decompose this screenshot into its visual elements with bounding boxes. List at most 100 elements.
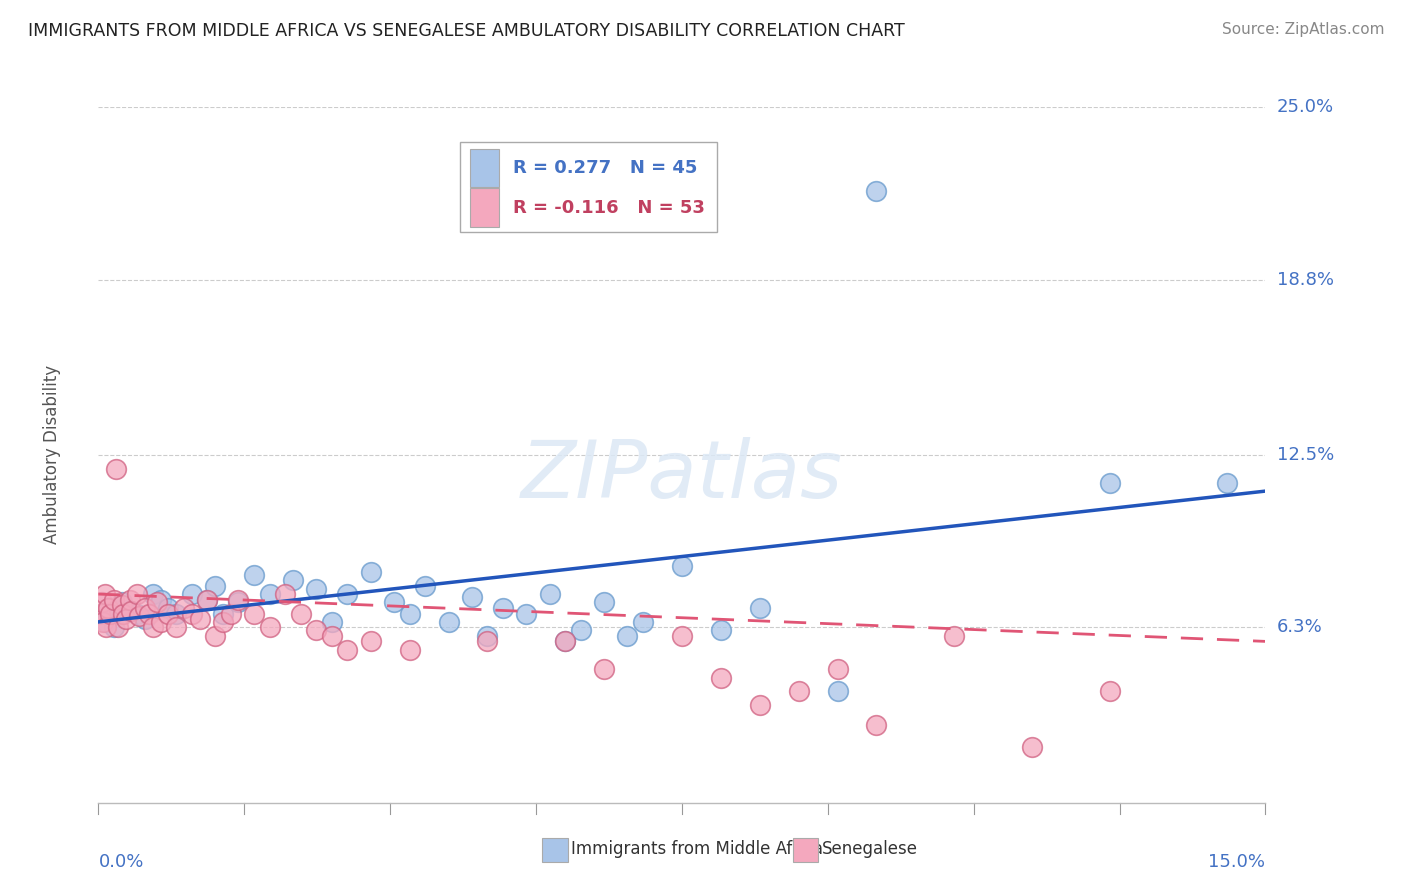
Point [90, 595, 112, 609]
Text: Source: ZipAtlas.com: Source: ZipAtlas.com [1222, 22, 1385, 37]
Point [111, 595, 134, 609]
Text: Senegalese: Senegalese [823, 840, 918, 858]
Text: 18.8%: 18.8% [1277, 270, 1333, 289]
Point [89, 607, 111, 621]
Point [114, 612, 136, 626]
Point [173, 601, 195, 615]
Point [259, 587, 281, 601]
Point [671, 559, 693, 574]
Point [180, 587, 202, 601]
Point [1098, 475, 1121, 490]
Point [96, 620, 118, 634]
Point [142, 587, 165, 601]
FancyBboxPatch shape [793, 838, 818, 862]
Point [281, 573, 304, 587]
Point [96, 615, 118, 629]
Point [554, 634, 576, 648]
Point [616, 629, 638, 643]
Text: 15.0%: 15.0% [1208, 853, 1265, 871]
Text: 12.5%: 12.5% [1277, 446, 1334, 464]
Point [360, 565, 382, 579]
Point [188, 612, 211, 626]
Point [710, 624, 733, 638]
Point [243, 607, 266, 621]
Point [671, 629, 693, 643]
Text: R = 0.277   N = 45: R = 0.277 N = 45 [513, 159, 697, 177]
Point [142, 620, 165, 634]
Point [120, 604, 142, 618]
FancyBboxPatch shape [470, 149, 499, 187]
Point [398, 607, 420, 621]
Point [1021, 740, 1043, 755]
Point [554, 634, 576, 648]
Point [515, 607, 537, 621]
Point [134, 612, 156, 626]
Point [195, 592, 218, 607]
Point [118, 592, 141, 607]
Point [943, 629, 966, 643]
Point [212, 615, 235, 629]
Point [97, 601, 120, 615]
Point [593, 662, 616, 676]
Point [492, 601, 515, 615]
Point [827, 684, 849, 698]
Text: 25.0%: 25.0% [1277, 98, 1334, 116]
Point [165, 607, 187, 621]
FancyBboxPatch shape [470, 188, 499, 227]
Point [336, 587, 359, 601]
Point [321, 615, 343, 629]
Point [204, 579, 226, 593]
FancyBboxPatch shape [541, 838, 568, 862]
Point [98, 601, 121, 615]
Point [748, 698, 770, 713]
Point [127, 607, 149, 621]
Text: R = -0.116   N = 53: R = -0.116 N = 53 [513, 199, 704, 217]
Point [243, 567, 266, 582]
Point [305, 624, 328, 638]
Point [165, 620, 187, 634]
Point [180, 607, 202, 621]
Point [128, 609, 150, 624]
Text: 0.0%: 0.0% [98, 853, 143, 871]
Point [104, 462, 127, 476]
Point [1215, 475, 1237, 490]
Point [118, 604, 141, 618]
Point [219, 607, 242, 621]
Point [149, 615, 172, 629]
Point [112, 607, 135, 621]
Point [149, 592, 172, 607]
Point [787, 684, 810, 698]
Point [538, 587, 561, 601]
Point [228, 595, 250, 609]
Point [111, 598, 134, 612]
Point [1098, 684, 1121, 698]
Point [569, 624, 592, 638]
Point [321, 629, 343, 643]
Text: ZIPatlas: ZIPatlas [520, 437, 844, 515]
Point [305, 582, 328, 596]
Point [91, 615, 114, 629]
Text: Ambulatory Disability: Ambulatory Disability [42, 366, 60, 544]
Point [710, 671, 733, 685]
FancyBboxPatch shape [460, 142, 717, 232]
Point [107, 620, 129, 634]
Point [259, 620, 281, 634]
Text: Immigrants from Middle Africa: Immigrants from Middle Africa [571, 840, 823, 858]
Point [477, 634, 499, 648]
Point [157, 601, 180, 615]
Point [865, 184, 887, 198]
Point [98, 607, 121, 621]
Point [437, 615, 460, 629]
Point [157, 607, 180, 621]
Point [748, 601, 770, 615]
Point [127, 587, 149, 601]
Point [827, 662, 849, 676]
Point [103, 620, 125, 634]
Point [138, 607, 160, 621]
Point [204, 629, 226, 643]
Text: 6.3%: 6.3% [1277, 618, 1322, 637]
Point [865, 718, 887, 732]
Point [413, 579, 436, 593]
Point [593, 595, 616, 609]
Point [146, 595, 169, 609]
